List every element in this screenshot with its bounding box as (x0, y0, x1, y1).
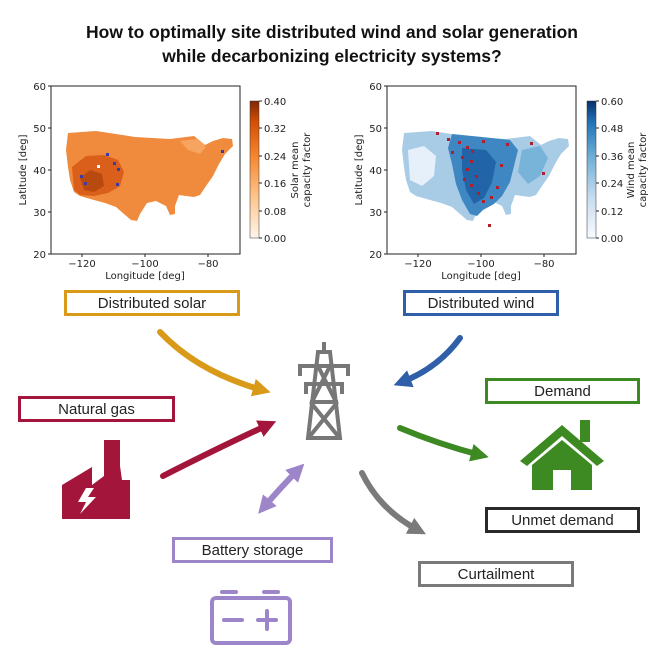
wind-cbar-tick-0: 0.60 (601, 97, 623, 108)
solar-ytick-40: 40 (33, 166, 46, 177)
diagram-title: How to optimally site distributed wind a… (0, 20, 664, 68)
battery-icon (210, 590, 292, 645)
solar-arrow (157, 329, 271, 397)
wind-arrow (393, 335, 463, 388)
distributed-wind-box: Distributed wind (403, 290, 559, 316)
wind-cbar-tick-5: 0.00 (601, 234, 623, 245)
title-line-1: How to optimally site distributed wind a… (86, 22, 578, 42)
battery-storage-box: Battery storage (172, 537, 333, 563)
wind-cbar-tick-3: 0.24 (601, 179, 623, 190)
solar-ylabel: Latitude [deg] (18, 134, 29, 205)
solar-map: 60 50 40 30 20 −120 −100 −80 Longitude [… (18, 82, 313, 282)
solar-colorbar (249, 100, 260, 239)
solar-cbar-tick-3: 0.16 (264, 179, 286, 190)
wind-xtick-100: −100 (467, 259, 494, 270)
house-icon (520, 420, 604, 490)
distributed-solar-box: Distributed solar (64, 290, 240, 316)
unmet-demand-box: Unmet demand (485, 507, 640, 533)
wind-cbar-tick-2: 0.36 (601, 152, 623, 163)
solar-cbar-tick-4: 0.08 (264, 207, 286, 218)
distributed-wind-label: Distributed wind (427, 294, 535, 312)
distributed-solar-label: Distributed solar (97, 294, 207, 312)
wind-yticks: 60 50 40 30 20 (369, 82, 387, 261)
solar-ytick-60: 60 (33, 82, 46, 93)
natural-gas-label: Natural gas (58, 400, 135, 418)
wind-cbar-tick-1: 0.48 (601, 124, 623, 135)
demand-label: Demand (534, 382, 591, 400)
wind-cbar-tick-4: 0.12 (601, 207, 623, 218)
wind-map-east-mid (518, 146, 548, 184)
wind-ytick-20: 20 (369, 250, 382, 261)
battery-storage-label: Battery storage (201, 541, 304, 559)
solar-map-great-lakes-light (180, 139, 206, 154)
solar-xlabel: Longitude [deg] (105, 271, 185, 282)
demand-box: Demand (485, 378, 640, 404)
wind-ytick-30: 30 (369, 208, 382, 219)
wind-sites (436, 132, 545, 227)
wind-xlabel: Longitude [deg] (441, 271, 521, 282)
wind-ylabel: Latitude [deg] (354, 134, 365, 205)
wind-map-west-light (408, 146, 436, 186)
solar-ytick-20: 20 (33, 250, 46, 261)
wind-ytick-60: 60 (369, 82, 382, 93)
solar-cbar-tick-0: 0.40 (264, 97, 286, 108)
solar-xticks: −120 −100 −80 (68, 254, 219, 270)
solar-ytick-30: 30 (33, 208, 46, 219)
demand-arrow (397, 425, 489, 462)
solar-cbar-tick-5: 0.00 (264, 234, 286, 245)
wind-colorbar (586, 100, 597, 239)
transmission-tower-icon (298, 342, 350, 440)
wind-ytick-50: 50 (369, 124, 382, 135)
wind-xtick-120: −120 (404, 259, 431, 270)
curtailment-box: Curtailment (418, 561, 574, 587)
solar-xtick-80: −80 (197, 259, 218, 270)
solar-colorbar-label-2: capacity factor (302, 132, 313, 208)
wind-xticks: −120 −100 −80 (404, 254, 555, 270)
solar-cbar-tick-2: 0.24 (264, 152, 286, 163)
wind-ytick-40: 40 (369, 166, 382, 177)
solar-xtick-120: −120 (68, 259, 95, 270)
gas-arrow (160, 420, 277, 479)
unmet-demand-label: Unmet demand (511, 511, 614, 529)
wind-colorbar-label-1: Wind mean (626, 142, 637, 199)
solar-colorbar-ticks: 0.40 0.32 0.24 0.16 0.08 0.00 (259, 97, 286, 245)
solar-ytick-50: 50 (33, 124, 46, 135)
battery-arrow (258, 463, 305, 514)
factory-lightning-icon (62, 440, 130, 519)
wind-map: 60 50 40 30 20 −120 −100 −80 Longitude [… (354, 82, 649, 282)
wind-colorbar-label-2: capacity factor (638, 132, 649, 208)
title-line-2: while decarbonizing electricity systems? (162, 46, 502, 66)
curtailment-label: Curtailment (457, 565, 535, 583)
solar-sites (80, 150, 224, 186)
solar-cbar-tick-1: 0.32 (264, 124, 286, 135)
wind-xtick-80: −80 (533, 259, 554, 270)
solar-colorbar-label-1: Solar mean (290, 141, 301, 198)
solar-xtick-100: −100 (131, 259, 158, 270)
solar-yticks: 60 50 40 30 20 (33, 82, 51, 261)
natural-gas-box: Natural gas (18, 396, 175, 422)
wind-colorbar-ticks: 0.60 0.48 0.36 0.24 0.12 0.00 (596, 97, 623, 245)
solar-map-southwest-peak (80, 170, 104, 192)
curtailment-arrow (359, 470, 426, 535)
